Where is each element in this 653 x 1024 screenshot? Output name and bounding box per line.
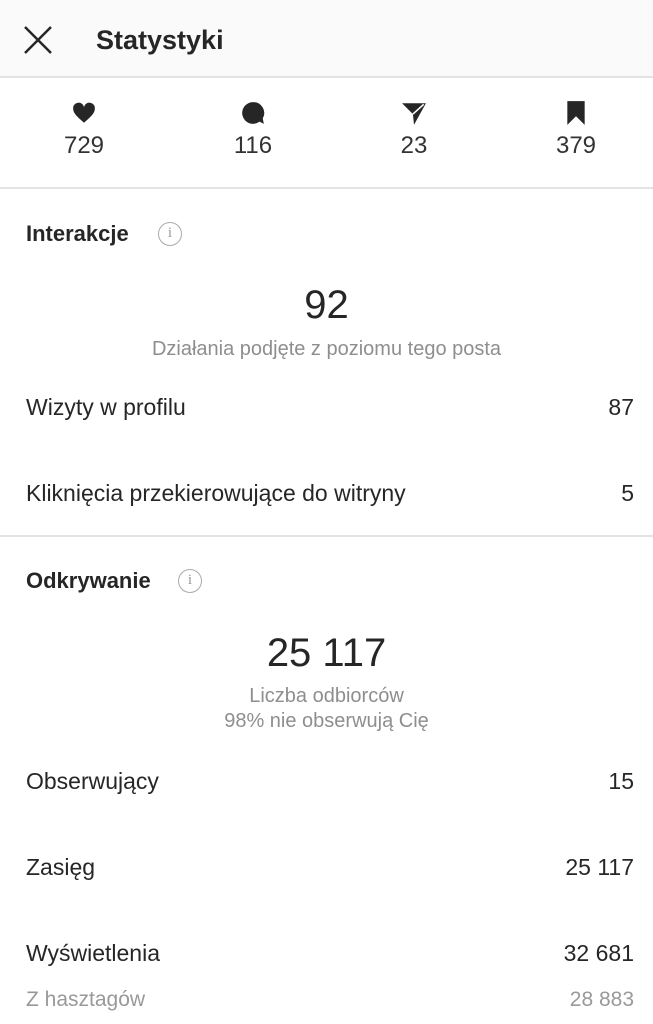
row-value: 5 — [621, 480, 634, 506]
row-label: Z hasztagów — [26, 988, 146, 1011]
info-icon[interactable]: i — [158, 222, 182, 246]
row-label: Wyświetlenia — [26, 940, 161, 966]
bookmark-icon — [567, 101, 585, 125]
saves-count: 379 — [555, 132, 597, 159]
discovery-total-label: Liczba odbiorców — [249, 685, 404, 707]
row-label: Wizyty w profilu — [26, 394, 186, 420]
page-title: Statystyki — [96, 25, 224, 55]
row-value: 87 — [608, 394, 634, 420]
stat-row: Kliknięcia przekierowujące do witryny 5 — [26, 478, 634, 508]
stat-sub-row: Z hasztagów 28 883 — [26, 985, 634, 1015]
discovery-heading: Odkrywanie — [26, 568, 151, 593]
heart-icon — [73, 102, 95, 123]
discovery-total-note: 98% nie obserwują Cię — [224, 710, 429, 732]
shares-stat: 23 — [354, 100, 474, 161]
interactions-heading: Interakcje — [26, 221, 129, 246]
stat-row: Wizyty w profilu 87 — [26, 392, 634, 422]
interactions-total-label: Działania podjęte z poziomu tego posta — [151, 338, 502, 360]
interactions-total: 92 — [304, 283, 349, 327]
divider — [0, 535, 653, 537]
likes-stat: 729 — [24, 100, 144, 161]
row-value: 32 681 — [563, 940, 634, 966]
send-icon — [402, 103, 426, 125]
row-value: 15 — [608, 768, 634, 794]
discovery-total: 25 117 — [266, 631, 387, 675]
stat-row: Zasięg 25 117 — [26, 852, 634, 882]
close-icon[interactable] — [22, 24, 54, 56]
row-value: 25 117 — [565, 854, 634, 880]
stat-row: Obserwujący 15 — [26, 766, 634, 796]
row-label: Kliknięcia przekierowujące do witryny — [26, 480, 406, 506]
comment-icon — [242, 102, 265, 124]
comments-count: 116 — [233, 132, 273, 159]
saves-stat: 379 — [516, 100, 636, 161]
row-label: Zasięg — [26, 854, 96, 880]
row-value: 28 883 — [569, 988, 634, 1011]
shares-count: 23 — [400, 132, 428, 159]
info-icon[interactable]: i — [178, 569, 202, 593]
stat-row: Wyświetlenia 32 681 — [26, 938, 634, 968]
header-bar — [0, 0, 653, 78]
row-label: Obserwujący — [26, 768, 159, 794]
divider — [0, 187, 653, 189]
likes-count: 729 — [63, 132, 105, 159]
comments-stat: 116 — [193, 100, 313, 161]
